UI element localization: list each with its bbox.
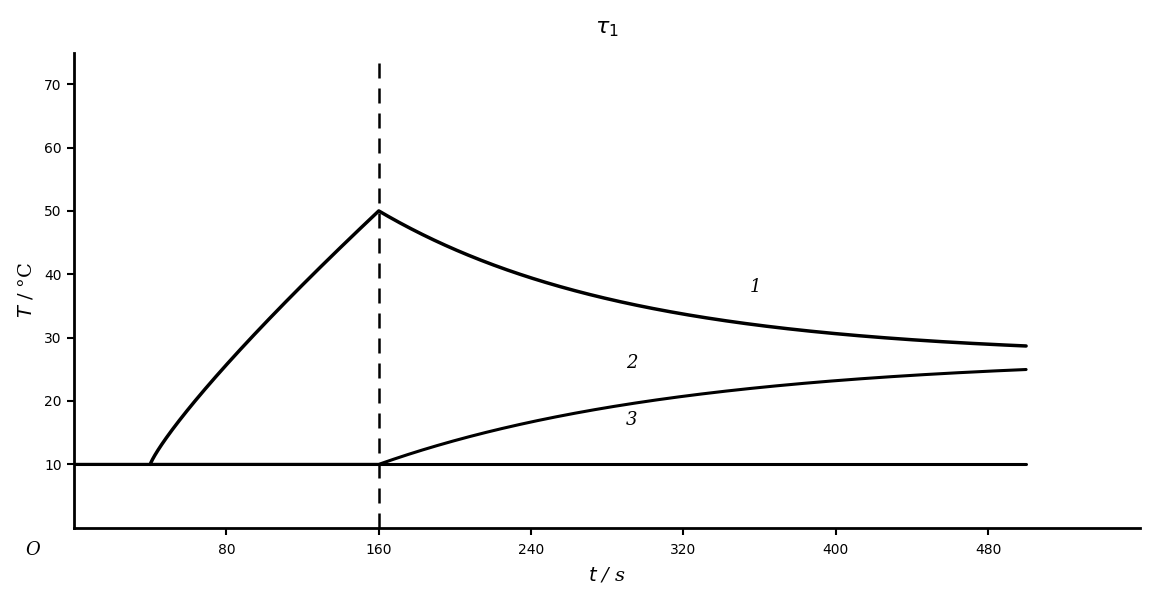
- Text: 3: 3: [626, 411, 638, 429]
- Text: 1: 1: [750, 278, 761, 296]
- Text: 2: 2: [626, 354, 638, 372]
- Title: $\tau_1$: $\tau_1$: [596, 17, 619, 38]
- Y-axis label: $T$ / °C: $T$ / °C: [16, 262, 36, 319]
- Text: O: O: [24, 541, 39, 559]
- X-axis label: $t$ / s: $t$ / s: [588, 566, 626, 584]
